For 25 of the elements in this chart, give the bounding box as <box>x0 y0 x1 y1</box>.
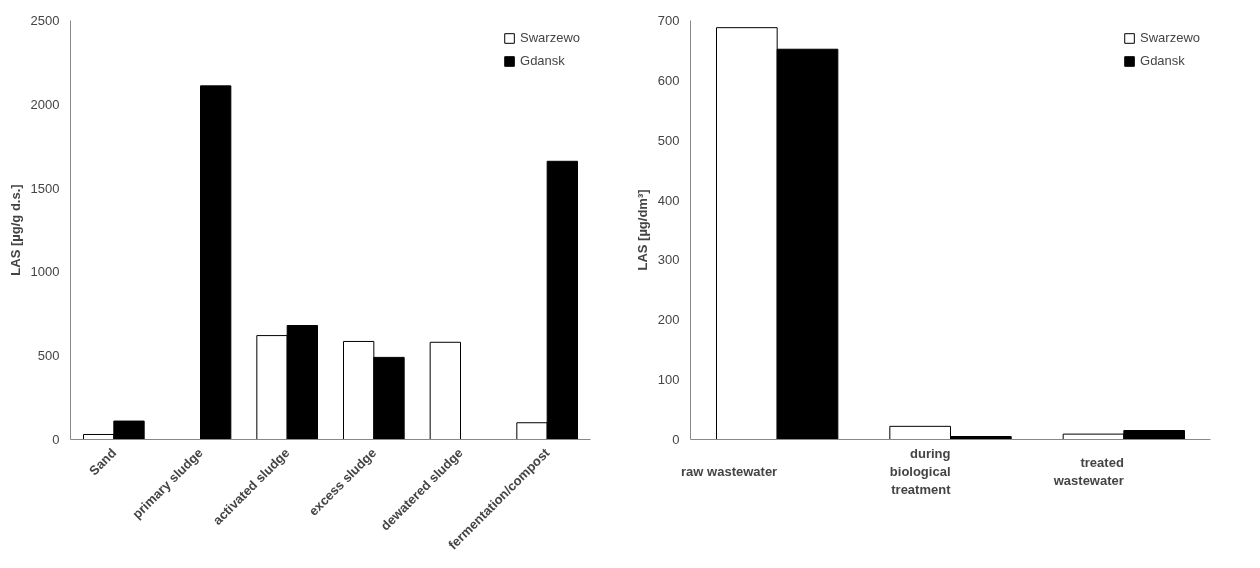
legend-label: Gdansk <box>1140 53 1185 68</box>
x-tick-label: treated wastewater <box>1052 455 1124 488</box>
y-tick-label: 700 <box>657 13 680 28</box>
y-tick-label: 1500 <box>30 180 60 196</box>
y-tick-label: 100 <box>657 372 680 388</box>
legend-label: Swarzewo <box>1140 30 1200 45</box>
y-tick-label: 500 <box>657 132 680 148</box>
y-tick-label: 200 <box>657 312 680 328</box>
y-tick-label: 500 <box>37 348 60 364</box>
y-tick-label: 2500 <box>30 13 60 28</box>
y-tick-label: 600 <box>657 72 680 88</box>
y-tick-label: 0 <box>52 432 60 447</box>
y-axis-title: LAS [µg/g d.s.] <box>7 184 23 276</box>
y-tick-label: 0 <box>672 432 680 447</box>
y-tick-label: 2000 <box>30 96 60 112</box>
bar <box>200 85 232 440</box>
x-tick-label: during biological treatment <box>889 446 952 497</box>
y-axis-title: LAS [µg/dm³] <box>634 189 650 271</box>
y-tick-label: 300 <box>657 252 680 268</box>
legend-label: Swarzewo <box>520 30 580 45</box>
legend-label: Gdansk <box>520 53 565 68</box>
y-tick-label: 400 <box>657 192 680 208</box>
y-tick-label: 1000 <box>30 264 60 280</box>
x-tick-label: raw wastewater <box>681 464 778 479</box>
bar <box>429 341 461 440</box>
